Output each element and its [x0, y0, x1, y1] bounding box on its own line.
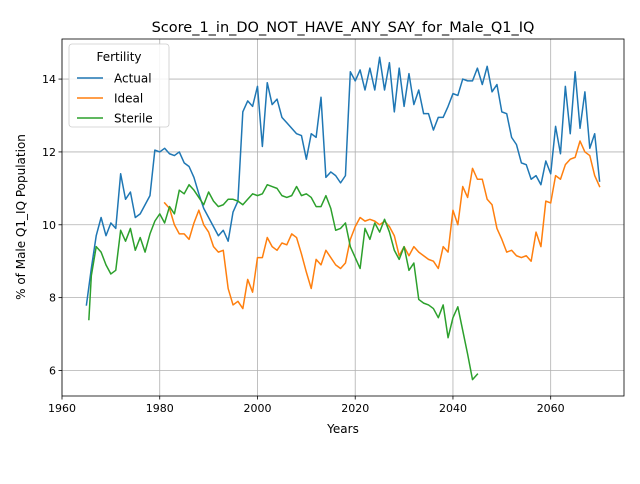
legend-label-actual: Actual: [114, 72, 152, 86]
chart-title: Score_1_in_DO_NOT_HAVE_ANY_SAY_for_Male_…: [152, 20, 535, 36]
legend-label-ideal: Ideal: [114, 92, 143, 106]
y-tick-label: 10: [42, 219, 56, 232]
y-axis-label: % of Male Q1_IQ Population: [14, 134, 28, 300]
y-tick-label: 12: [42, 146, 56, 159]
x-tick-label: 2020: [341, 402, 369, 415]
y-tick-label: 6: [49, 365, 56, 378]
x-tick-label: 2000: [243, 402, 271, 415]
x-tick-label: 2060: [537, 402, 565, 415]
legend-label-sterile: Sterile: [114, 112, 153, 126]
x-tick-label: 1980: [146, 402, 174, 415]
y-tick-label: 8: [49, 292, 56, 305]
legend: Fertility Actual Ideal Sterile: [69, 44, 169, 127]
x-axis-label: Years: [326, 422, 359, 436]
x-tick-label: 2040: [439, 402, 467, 415]
y-tick-label: 14: [42, 73, 56, 86]
x-tick-label: 1960: [48, 402, 76, 415]
legend-title: Fertility: [96, 50, 141, 64]
